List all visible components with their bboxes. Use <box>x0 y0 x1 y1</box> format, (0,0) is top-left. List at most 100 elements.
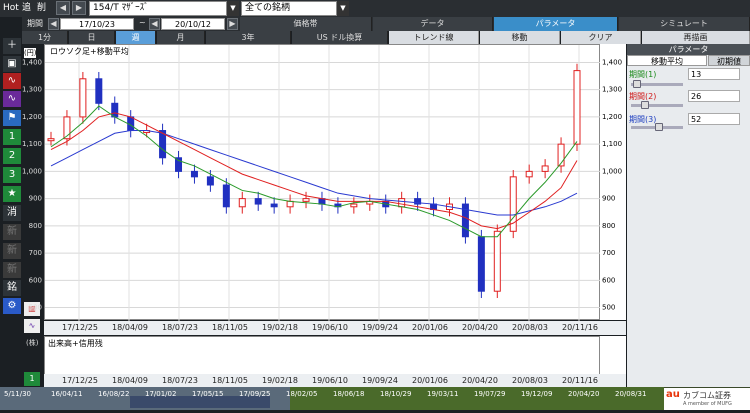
volume-unit: (株) <box>26 339 39 347</box>
flag-icon[interactable]: ⚑ <box>3 110 21 126</box>
y-tick-right: 900 <box>602 195 615 203</box>
candle-body <box>286 200 294 208</box>
trendline-button[interactable]: トレンド線 <box>389 31 479 44</box>
move-button[interactable]: 移動 <box>480 31 560 44</box>
to-date-input[interactable]: 20/10/12 <box>161 18 225 30</box>
usd-convert[interactable]: US ドル換算 <box>292 31 388 44</box>
candle-body <box>461 203 469 238</box>
param3-knob[interactable] <box>655 123 663 131</box>
x-tick-label: 18/07/23 <box>162 323 198 332</box>
from-prev-arrow[interactable]: ◀ <box>48 18 59 30</box>
x-tick-label: 17/12/25 <box>62 376 98 385</box>
candle-body <box>222 184 230 208</box>
param2-knob[interactable] <box>641 101 649 109</box>
y-tick-right: 1,200 <box>602 113 622 121</box>
candle-body <box>541 165 549 172</box>
period-3year[interactable]: 3年 <box>206 31 291 44</box>
x-tick-label: 20/04/20 <box>462 323 498 332</box>
clear-button[interactable]: クリア <box>561 31 641 44</box>
timeline-label: 18/10/29 <box>380 390 411 398</box>
y-tick-right: 1,100 <box>602 140 622 148</box>
tab-data[interactable]: データ <box>373 17 493 31</box>
timeline-label: 20/04/20 <box>568 390 599 398</box>
chart-title: ロウソク足+移動平均 <box>50 47 129 56</box>
plus-icon[interactable]: ＋ <box>3 38 21 54</box>
y-tick-left: 600 <box>29 276 42 284</box>
chart-type-icon[interactable]: ▥ <box>24 302 40 316</box>
x-tick-label: 20/01/06 <box>412 323 448 332</box>
symbol-button[interactable]: 銘 <box>3 280 21 296</box>
left-price-axis: 1,400 1,300 1,200 1,100 1,000 900 800 700 600 500 <box>22 58 42 311</box>
reset-button[interactable]: 初期値 <box>708 55 750 66</box>
volume-title: 出来高+信用残 <box>48 339 103 348</box>
timeline-scroll[interactable]: 5/11/30 16/04/11 16/08/22 17/01/02 17/05/15 1… <box>0 387 750 410</box>
timeline-label: 18/06/18 <box>333 390 364 398</box>
period-week[interactable]: 週 <box>116 31 156 44</box>
tab-simulate[interactable]: シミュレート <box>619 17 750 31</box>
y-tick-right: 600 <box>602 276 615 284</box>
brand-logo: au カブコム証券 A member of MUFG <box>664 388 750 410</box>
x-tick-label: 20/08/03 <box>512 323 548 332</box>
delete-button[interactable]: 削 <box>37 3 47 13</box>
tool-disabled-3: 新 <box>3 262 21 278</box>
x-tick-label: 19/02/18 <box>262 323 298 332</box>
ma-tab[interactable]: 移動平均 <box>627 55 707 66</box>
x-tick-label: 19/06/10 <box>312 323 348 332</box>
timeline-label: 19/03/11 <box>427 390 458 398</box>
hot-button[interactable]: Hot <box>3 3 19 13</box>
y-tick-right: 500 <box>602 304 615 312</box>
timeline-label: 17/09/25 <box>239 390 270 398</box>
candle-body <box>95 78 103 104</box>
from-date-input[interactable]: 17/10/23 <box>60 18 134 30</box>
period-month[interactable]: 月 <box>157 31 205 44</box>
slot-3-button[interactable]: 3 <box>3 167 21 183</box>
add-button[interactable]: 追 <box>22 3 32 13</box>
prev-stock-button[interactable]: ◀ <box>56 1 70 15</box>
to-next-arrow[interactable]: ▶ <box>227 18 238 30</box>
y-tick-left: 1,100 <box>22 140 42 148</box>
vol-slot-1-button[interactable]: 1 <box>24 372 40 386</box>
price-chart-svg <box>45 45 601 321</box>
param2-input[interactable]: 26 <box>688 90 740 102</box>
to-prev-arrow[interactable]: ◀ <box>149 18 160 30</box>
ma52-line <box>50 130 578 216</box>
erase-button[interactable]: 消 <box>3 205 21 221</box>
period-day[interactable]: 日 <box>69 31 115 44</box>
chart-area-icon[interactable]: ∿ <box>3 91 21 107</box>
chart-line-icon[interactable]: ∿ <box>3 73 21 89</box>
tab-params[interactable]: パラメータ <box>494 17 618 31</box>
camera-icon[interactable]: ▣ <box>3 56 21 72</box>
au-logo-icon: au <box>666 389 680 400</box>
volume-axis <box>600 336 626 381</box>
candle-body <box>47 138 55 142</box>
price-chart[interactable] <box>44 44 601 321</box>
indicator-icon[interactable]: ∿ <box>24 319 40 333</box>
slot-1-button[interactable]: 1 <box>3 129 21 145</box>
universe-dropdown-arrow[interactable]: ▼ <box>337 1 349 16</box>
param1-slider[interactable] <box>631 83 683 86</box>
timeline-label: 16/04/11 <box>51 390 82 398</box>
next-stock-button[interactable]: ▶ <box>72 1 86 15</box>
stock-combo[interactable]: 154/T ﾏｻﾞｰｽﾞ <box>89 1 227 16</box>
y-tick-right: 1,000 <box>602 167 622 175</box>
slot-2-button[interactable]: 2 <box>3 148 21 164</box>
param1-knob[interactable] <box>633 80 641 88</box>
star-icon[interactable]: ★ <box>3 186 21 202</box>
price-axis: 1,400 1,300 1,200 1,100 1,000 900 800 700 600 500 <box>600 44 626 320</box>
logo-text: カブコム証券 <box>683 391 731 400</box>
param3-input[interactable]: 52 <box>688 113 740 125</box>
stock-dropdown-arrow[interactable]: ▼ <box>227 1 239 16</box>
timeline-label: 16/08/22 <box>98 390 129 398</box>
tab-kakakutai[interactable]: 価格帯 <box>240 17 372 31</box>
x-tick-label: 17/12/25 <box>62 323 98 332</box>
candle-body <box>79 78 87 118</box>
x-tick-label: 18/11/05 <box>212 323 248 332</box>
param2-slider[interactable] <box>631 104 683 107</box>
candle-body <box>111 102 119 118</box>
redraw-button[interactable]: 再描画 <box>642 31 750 44</box>
period-1min[interactable]: 1分 <box>22 31 68 44</box>
universe-combo[interactable]: 全ての銘柄 <box>241 1 337 16</box>
timeline-label: 19/07/29 <box>474 390 505 398</box>
gear-icon[interactable]: ⚙ <box>3 298 21 314</box>
param1-input[interactable]: 13 <box>688 68 740 80</box>
